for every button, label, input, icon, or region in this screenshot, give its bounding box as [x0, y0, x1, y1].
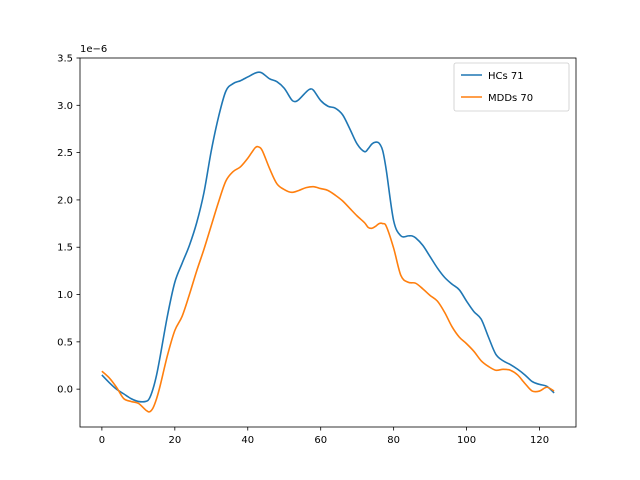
legend-box — [453, 62, 570, 112]
y-tick-label: 2.5 — [57, 148, 73, 159]
y-tick-label: 2.0 — [57, 195, 73, 206]
x-tick-label: 40 — [241, 435, 254, 446]
plot-area-frame — [79, 57, 577, 428]
y-offset-label: 1e−6 — [80, 44, 107, 55]
legend-label-mdds: MDDs 70 — [488, 93, 533, 104]
x-tick-label: 0 — [99, 435, 105, 446]
x-tick-label: 20 — [168, 435, 181, 446]
y-tick-label: 3.5 — [57, 54, 73, 65]
y-tick-label: 3.0 — [57, 101, 73, 112]
series-line-0 — [101, 71, 555, 403]
x-tick-label: 60 — [314, 435, 327, 446]
x-tick-label: 120 — [530, 435, 549, 446]
y-tick-label: 0.5 — [57, 337, 73, 348]
series-line-1 — [101, 145, 555, 413]
y-tick-label: 1.5 — [57, 243, 73, 254]
y-tick-label: 0.0 — [57, 385, 73, 396]
y-tick-label: 1.0 — [57, 290, 73, 301]
series-layer — [101, 71, 555, 413]
legend-label-hcs: HCs 71 — [488, 71, 524, 82]
x-tick-label: 100 — [457, 435, 476, 446]
x-tick-label: 80 — [387, 435, 400, 446]
ticks-layer: 0 20 40 60 80 100 120 0.0 0.5 1.0 1.5 2.0 2.5 3.0 3.5 — [57, 54, 549, 447]
legend: HCs 71 MDDs 70 — [453, 62, 570, 112]
